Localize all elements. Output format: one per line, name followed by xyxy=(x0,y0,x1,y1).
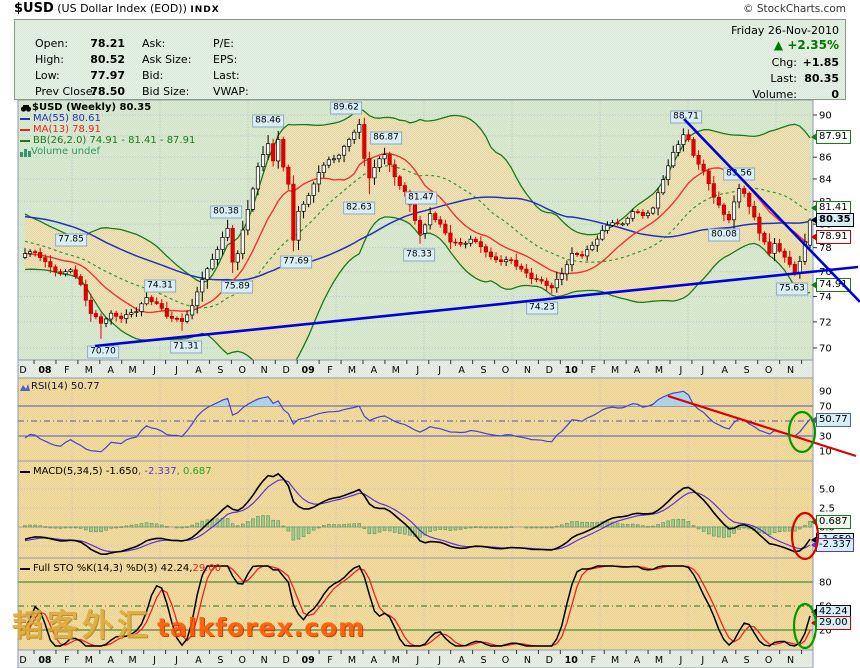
axis-price-box: 80.35 xyxy=(816,213,854,227)
quote-label: VWAP: xyxy=(213,85,249,98)
quote-value: +1.85 xyxy=(803,56,839,69)
price-callout: 74.31 xyxy=(144,280,176,293)
quote-value: 78.50 xyxy=(90,85,125,98)
binoculars-icon xyxy=(20,103,32,113)
stockcharts-page: $USD (US Dollar Index (EOD)) INDX © Stoc… xyxy=(0,0,860,668)
quote-label: Chg: xyxy=(772,56,797,69)
quote-label: Bid: xyxy=(142,69,163,82)
copyright: © StockCharts.com xyxy=(743,3,846,15)
price-callout: 70.70 xyxy=(87,346,119,359)
legend-text: MA(55) 80.61 xyxy=(33,113,101,124)
legend-text: $USD (Weekly) 80.35 xyxy=(32,102,151,113)
rsi-icon xyxy=(20,382,31,392)
quote-label: Last: xyxy=(770,72,797,85)
quote-label: Bid Size: xyxy=(142,85,189,98)
legend-row: RSI(14) 50.77 xyxy=(20,381,100,392)
chart-area: DD0808FFMMAAMMJJJJAASSOONNDD0909FFMMAAMM… xyxy=(0,0,860,668)
line-swatch-icon xyxy=(20,568,30,570)
volume-bars-icon xyxy=(20,147,31,157)
axis-price-box: 29.00 xyxy=(816,616,851,630)
price-callout: 74.23 xyxy=(526,302,558,315)
line-swatch-icon xyxy=(20,129,30,131)
symbol-name: (US Dollar Index (EOD)) xyxy=(57,2,187,15)
legend-row: Full STO %K(14,3) %D(3) 42.24, 29.00 xyxy=(20,563,221,574)
quote-value: 77.97 xyxy=(90,69,125,82)
axis-price-box: 74.91 xyxy=(816,278,851,292)
price-callout: 89.62 xyxy=(330,102,362,115)
price-callout: 75.63 xyxy=(776,283,808,296)
quote-label: Last: xyxy=(213,69,240,82)
legend-text: Full STO %K(14,3) %D(3) 42.24, xyxy=(33,563,192,574)
quote-label: High: xyxy=(35,53,64,66)
quote-label: Ask: xyxy=(142,37,165,50)
quote-label: Low: xyxy=(35,69,60,82)
quote-date: Friday 26-Nov-2010 xyxy=(731,24,839,37)
price-callout: 80.38 xyxy=(210,206,242,219)
exchange-label: INDX xyxy=(190,5,219,15)
legend-row: MACD(5,34,5) -1.650, -2.337, 0.687 xyxy=(20,466,212,477)
legend-text: 29.00 xyxy=(192,563,221,574)
quote-label: Open: xyxy=(35,37,68,50)
price-callout: 88.71 xyxy=(670,111,702,124)
quote-value: 0 xyxy=(831,88,839,101)
price-callout: 77.85 xyxy=(55,234,87,247)
quote-value: 78.21 xyxy=(90,37,125,50)
legend-text: MA(13) 78.91 xyxy=(33,124,101,135)
symbol: $USD xyxy=(14,1,54,16)
price-callout: 71.31 xyxy=(170,341,202,354)
price-callout: 88.46 xyxy=(252,115,284,128)
quote-label: EPS: xyxy=(213,53,237,66)
axis-price-box: 50.77 xyxy=(816,413,851,427)
line-swatch-icon xyxy=(20,471,30,473)
chart-overlay: 77.85 70.70 74.31 71.31 80.38 75.89 88.46 77.69… xyxy=(0,0,860,668)
quote-label: P/E: xyxy=(213,37,234,50)
legend-text: , 0.687 xyxy=(177,466,212,477)
price-callout: 80.08 xyxy=(708,229,740,242)
price-callout: 83.56 xyxy=(723,168,755,181)
price-callout: 81.47 xyxy=(405,192,437,205)
up-arrow-icon: ▲ xyxy=(774,38,783,52)
legend-row: MA(13) 78.91 xyxy=(20,124,101,135)
quote-label: Ask Size: xyxy=(142,53,191,66)
quote-label: Prev Close: xyxy=(35,85,96,98)
axis-price-box: 78.91 xyxy=(816,230,851,244)
legend-text: MACD(5,34,5) -1.650 xyxy=(33,466,138,477)
title-bar: $USD (US Dollar Index (EOD)) INDX © Stoc… xyxy=(14,1,846,18)
legend-row: $USD (Weekly) 80.35 xyxy=(20,102,151,113)
legend-row: BB(26,2.0) 74.91 - 81.41 - 87.91 xyxy=(20,135,195,146)
legend-text: Volume undef xyxy=(31,146,100,157)
price-callout: 82.63 xyxy=(343,202,375,215)
price-callout: 75.89 xyxy=(221,281,253,294)
price-callout: 78.33 xyxy=(403,249,435,262)
quote-value: 80.52 xyxy=(90,53,125,66)
price-callout: 86.87 xyxy=(370,132,402,145)
price-callout: 77.69 xyxy=(280,256,312,269)
quote-value: 80.35 xyxy=(804,72,839,85)
quote-label: Volume: xyxy=(752,88,797,101)
legend-row: Volume undef xyxy=(20,146,100,157)
legend-text: RSI(14) 50.77 xyxy=(31,381,100,392)
legend-row: MA(55) 80.61 xyxy=(20,113,101,124)
legend-text: , -2.337 xyxy=(138,466,177,477)
axis-price-box: -2.337 xyxy=(816,538,854,552)
axis-price-box: 87.91 xyxy=(816,130,851,144)
quote-panel: Open: 78.21 High: 80.52 Low: 77.97 Prev Close:… xyxy=(14,19,846,100)
percent-change: ▲ +2.35% xyxy=(774,39,839,52)
line-swatch-icon xyxy=(20,140,30,142)
line-swatch-icon xyxy=(20,118,30,120)
axis-price-box: 0.687 xyxy=(816,515,851,529)
legend-text: BB(26,2.0) 74.91 - 81.41 - 87.91 xyxy=(33,135,195,146)
